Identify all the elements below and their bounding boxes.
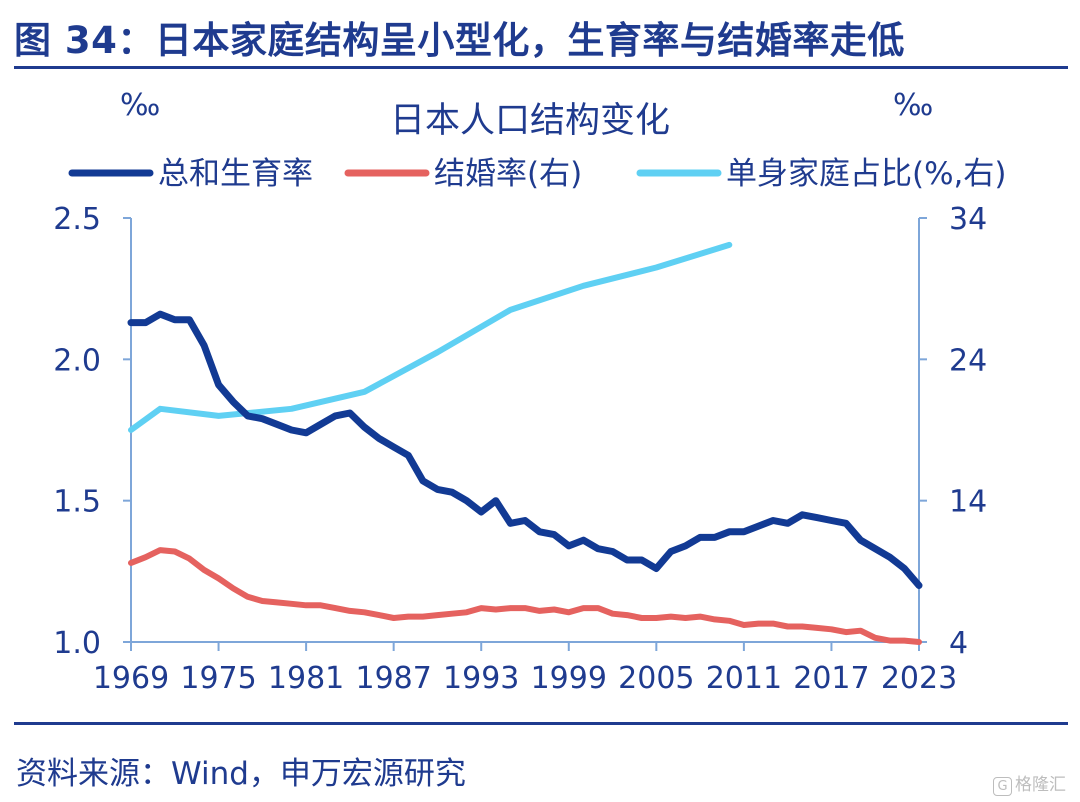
watermark-logo-icon: G <box>993 777 1012 796</box>
legend-label-2: 结婚率(右) <box>434 156 582 192</box>
right-tick-label: 34 <box>949 202 987 237</box>
left-tick-label: 2.0 <box>53 343 101 378</box>
right-tick-label: 14 <box>949 485 987 520</box>
x-tick-label: 1987 <box>355 661 431 696</box>
x-tick-label: 2023 <box>881 661 957 696</box>
left-tick-label: 1.5 <box>53 485 101 520</box>
x-tick-label: 1969 <box>93 661 169 696</box>
source-note: 资料来源：Wind，申万宏源研究 <box>16 756 466 792</box>
title-rule <box>14 66 1068 69</box>
right-tick-label: 24 <box>949 343 987 378</box>
watermark: G 格隆汇 <box>993 770 1066 796</box>
chart-axes: 1.0 1.5 2.0 2.5 4 14 24 34 1969 1975 1981 1987 1993 1… <box>53 202 987 696</box>
left-tick-label: 2.5 <box>53 202 101 237</box>
x-tick-label: 1999 <box>531 661 607 696</box>
right-tick-label: 4 <box>949 626 968 661</box>
chart-title: 日本人口结构变化 <box>390 101 670 141</box>
x-tick-label: 2005 <box>618 661 694 696</box>
chart-series <box>127 241 923 645</box>
left-axis-unit: ‰ <box>120 88 160 123</box>
legend-label-3: 单身家庭占比(%,右) <box>726 156 1007 192</box>
x-tick-label: 1993 <box>443 661 519 696</box>
footer-rule <box>14 722 1068 725</box>
x-tick-label: 1981 <box>268 661 344 696</box>
series-line-3 <box>128 241 733 433</box>
watermark-text: 格隆汇 <box>1015 775 1066 795</box>
legend-label-1: 总和生育率 <box>158 156 313 192</box>
line-chart: 日本人口结构变化 ‰ ‰ 总和生育率 结婚率(右) 单身家庭占比(%,右) 1.01… <box>53 88 1007 696</box>
chart-legend: 总和生育率 结婚率(右) 单身家庭占比(%,右) <box>68 156 1007 192</box>
series-line-2 <box>128 547 922 645</box>
right-axis-unit: ‰ <box>893 88 933 123</box>
x-tick-label: 2011 <box>706 661 782 696</box>
figure-title: 图 34：日本家庭结构呈小型化，生育率与结婚率走低 <box>14 19 905 62</box>
series-line-1 <box>127 310 923 589</box>
left-tick-label: 1.0 <box>53 626 101 661</box>
x-tick-label: 1975 <box>180 661 256 696</box>
x-tick-label: 2017 <box>793 661 869 696</box>
